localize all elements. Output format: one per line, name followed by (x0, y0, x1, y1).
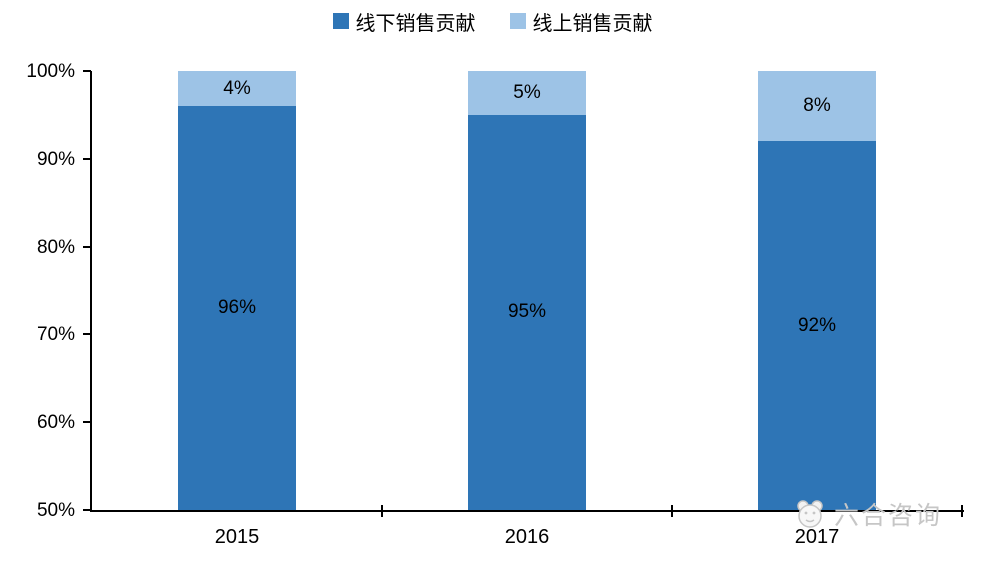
bar-value-label: 96% (217, 297, 257, 319)
legend-item-offline: 线下销售贡献 (332, 7, 476, 36)
y-axis-tick (83, 333, 91, 336)
x-axis-tick (671, 505, 673, 517)
x-axis-label-2017: 2017 (794, 526, 840, 548)
y-axis-tick-label: 100% (26, 61, 75, 82)
bar-value-label: 8% (803, 95, 831, 117)
legend-item-online: 线上销售贡献 (509, 7, 653, 36)
legend-label-online: 线上销售贡献 (532, 12, 653, 35)
bar-segment-2017-1: 8% (758, 71, 876, 142)
bar-value-label: 92% (797, 314, 837, 336)
legend-swatch-online (509, 13, 526, 29)
bar-value-label: 4% (223, 77, 251, 99)
bar-value-label: 95% (507, 301, 547, 323)
y-axis-tick-label: 60% (36, 412, 75, 434)
legend: 线下销售贡献 线上销售贡献 (0, 6, 985, 36)
watermark-text: 六合咨询 (834, 502, 943, 530)
bar-segment-2015-1: 4% (178, 71, 296, 107)
x-axis-line (90, 510, 964, 512)
watermark-logo-icon (797, 500, 823, 528)
legend-swatch-offline (332, 13, 349, 29)
y-axis-tick-label: 50% (36, 500, 75, 521)
y-axis-tick (83, 245, 91, 248)
y-axis-tick-label: 90% (36, 148, 75, 170)
bar-value-label: 5% (513, 81, 541, 103)
y-axis-tick (83, 70, 91, 72)
x-axis-label-2015: 2015 (214, 526, 260, 548)
y-axis-tick (83, 157, 91, 160)
y-axis-line (90, 71, 92, 512)
legend-label-offline: 线下销售贡献 (355, 12, 476, 35)
y-axis-tick-label: 80% (36, 236, 75, 258)
bar-segment-2017-0: 92% (758, 141, 876, 510)
x-axis-label-2016: 2016 (504, 526, 550, 548)
y-axis-tick (83, 421, 91, 424)
x-axis-tick (961, 505, 963, 517)
bar-segment-2015-0: 96% (178, 106, 296, 510)
x-axis-tick (381, 505, 383, 517)
y-axis-tick-label: 70% (36, 324, 75, 346)
bar-segment-2016-0: 95% (468, 114, 586, 510)
y-axis-tick (83, 509, 91, 511)
watermark: 六合咨询 (792, 496, 942, 532)
bar-segment-2016-1: 5% (468, 71, 586, 115)
